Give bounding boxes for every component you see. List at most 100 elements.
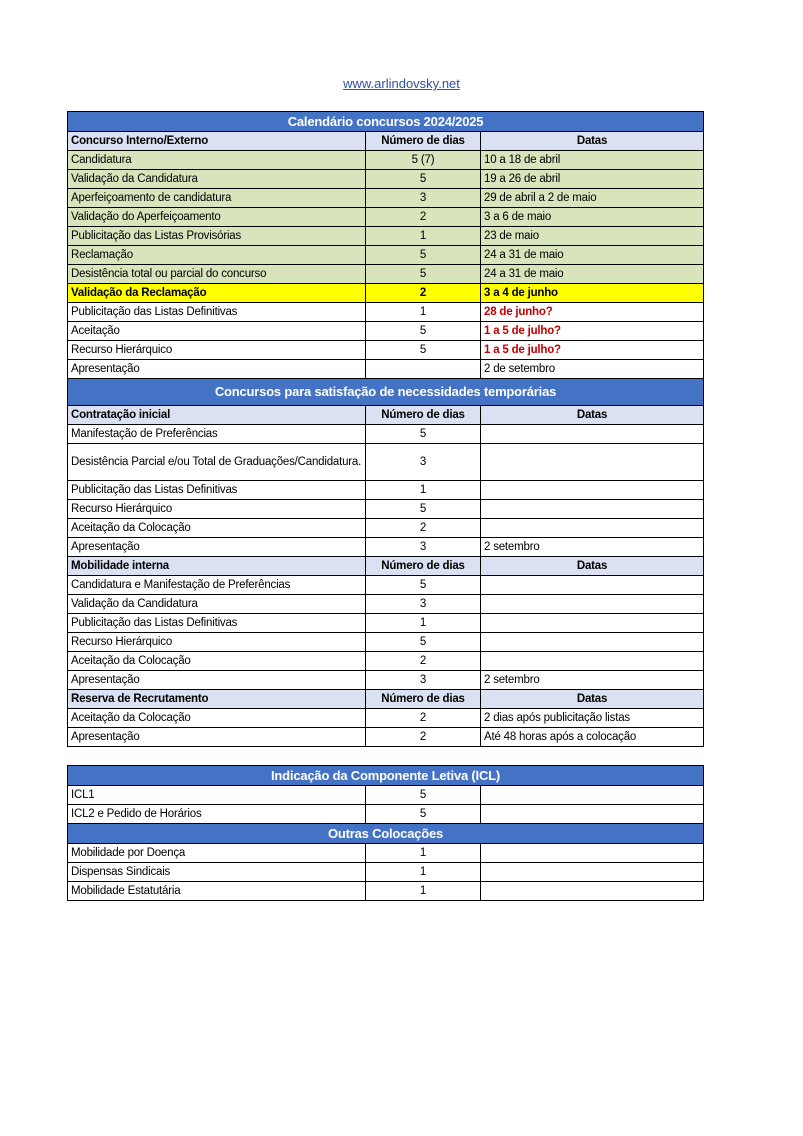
step-cell: Publicitação das Listas Provisórias (67, 226, 366, 246)
step-cell: Desistência total ou parcial do concurso (67, 264, 366, 284)
dates-cell (479, 632, 705, 652)
table-row: Publicitação das Listas Definitivas 1 (67, 613, 705, 633)
step-cell: Recurso Hierárquico (67, 340, 366, 360)
table-row: Aceitação da Colocação 2 (67, 651, 705, 671)
step-cell: Aceitação da Colocação (67, 708, 366, 728)
table-row: Apresentação 3 2 setembro (67, 670, 705, 690)
table-row: Apresentação 2 Até 48 horas após a colocaç… (67, 727, 705, 747)
column-header: Número de dias (365, 131, 481, 151)
days-cell: 5 (365, 264, 481, 284)
days-cell: 1 (365, 480, 481, 500)
days-cell: 5 (365, 499, 481, 519)
step-cell: Publicitação das Listas Definitivas (67, 480, 366, 500)
days-cell: 5 (365, 424, 481, 444)
table-row: Publicitação das Listas Definitivas 1 (67, 480, 705, 500)
table-row: Manifestação de Preferências 5 (67, 424, 705, 444)
dates-cell: 3 a 6 de maio (479, 207, 705, 227)
table-row: Publicitação das Listas Definitivas 1 28 d… (67, 302, 705, 322)
step-cell: Candidatura e Manifestação de Preferênci… (67, 575, 366, 595)
table-row: Aceitação da Colocação 2 (67, 518, 705, 538)
section-title-row: Calendário concursos 2024/2025 (66, 111, 705, 132)
table-header-row: Reserva de Recrutamento Número de dias Dat… (67, 689, 705, 709)
table-row: Validação do Aperfeiçoamento 2 3 a 6 de ma… (67, 207, 705, 227)
dates-cell: 19 a 26 de abril (479, 169, 705, 189)
column-header: Concurso Interno/Externo (67, 131, 366, 151)
step-cell: Aperfeiçoamento de candidatura (67, 188, 366, 208)
table-row: Candidatura 5 (7) 10 a 18 de abril (67, 150, 705, 170)
step-cell: Aceitação (67, 321, 366, 341)
dates-cell: 1 a 5 de julho? (479, 321, 705, 341)
step-cell: Apresentação (67, 537, 366, 557)
days-cell: 2 (365, 727, 481, 747)
dates-cell: 28 de junho? (479, 302, 705, 322)
dates-cell: 24 a 31 de maio (479, 245, 705, 265)
days-cell: 1 (365, 881, 481, 901)
dates-cell (479, 862, 705, 882)
section-title: Indicação da Componente Letiva (ICL) (66, 765, 705, 786)
table-row: Desistência Parcial e/ou Total de Gradua… (67, 443, 705, 481)
dates-cell: 2 dias após publicitação listas (479, 708, 705, 728)
table-row: Apresentação 2 de setembro (67, 359, 705, 379)
step-cell: Reclamação (67, 245, 366, 265)
table-row: Publicitação das Listas Provisórias 1 23 d… (67, 226, 705, 246)
days-cell: 1 (365, 302, 481, 322)
step-cell: ICL1 (67, 785, 366, 805)
column-header: Número de dias (365, 689, 481, 709)
table-row: Apresentação 3 2 setembro (67, 537, 705, 557)
column-header: Contratação inicial (67, 405, 366, 425)
section-title: Concursos para satisfação de necessidade… (66, 378, 705, 406)
days-cell: 5 (365, 804, 481, 824)
dates-cell: 2 de setembro (479, 359, 705, 379)
step-cell: Publicitação das Listas Definitivas (67, 302, 366, 322)
days-cell: 5 (365, 169, 481, 189)
days-cell: 2 (365, 518, 481, 538)
step-cell: ICL2 e Pedido de Horários (67, 804, 366, 824)
table-row: Aceitação da Colocação 2 2 dias após publi… (67, 708, 705, 728)
dates-cell (479, 843, 705, 863)
dates-cell (479, 424, 705, 444)
step-cell: Validação da Candidatura (67, 169, 366, 189)
table-row: ICL1 5 (67, 785, 705, 805)
days-cell: 2 (365, 207, 481, 227)
table-row: Recurso Hierárquico 5 1 a 5 de julho? (67, 340, 705, 360)
dates-cell (479, 499, 705, 519)
days-cell: 3 (365, 594, 481, 614)
calendar-table: Calendário concursos 2024/2025 Concurso I… (66, 111, 705, 747)
step-cell: Validação da Reclamação (67, 283, 366, 303)
table-row: Validação da Candidatura 3 (67, 594, 705, 614)
days-cell: 5 (365, 245, 481, 265)
section-title: Outras Colocações (66, 823, 705, 844)
step-cell: Validação da Candidatura (67, 594, 366, 614)
days-cell: 5 (365, 632, 481, 652)
days-cell: 1 (365, 226, 481, 246)
column-header: Mobilidade interna (67, 556, 366, 576)
section-title-row: Indicação da Componente Letiva (ICL) (66, 765, 705, 786)
dates-cell (479, 480, 705, 500)
website-link[interactable]: www.arlindovsky.net (343, 76, 460, 91)
dates-cell: 29 de abril a 2 de maio (479, 188, 705, 208)
table-row: Mobilidade Estatutária 1 (67, 881, 705, 901)
table-row: ICL2 e Pedido de Horários 5 (67, 804, 705, 824)
dates-cell: 1 a 5 de julho? (479, 340, 705, 360)
step-cell: Dispensas Sindicais (67, 862, 366, 882)
table-row: Candidatura e Manifestação de Preferênci… (67, 575, 705, 595)
section-title-row: Outras Colocações (66, 823, 705, 844)
days-cell: 3 (365, 188, 481, 208)
dates-cell: 3 a 4 de junho (479, 283, 705, 303)
table-row: Mobilidade por Doença 1 (67, 843, 705, 863)
step-cell: Validação do Aperfeiçoamento (67, 207, 366, 227)
days-cell: 2 (365, 283, 481, 303)
table-row: Aceitação 5 1 a 5 de julho? (67, 321, 705, 341)
column-header: Datas (479, 689, 705, 709)
dates-cell (479, 443, 705, 481)
dates-cell (479, 651, 705, 671)
dates-cell: Até 48 horas após a colocação (479, 727, 705, 747)
days-cell: 3 (365, 537, 481, 557)
step-cell: Apresentação (67, 727, 366, 747)
days-cell: 2 (365, 651, 481, 671)
section-title-row: Concursos para satisfação de necessidade… (66, 378, 705, 406)
dates-cell (479, 594, 705, 614)
days-cell: 1 (365, 862, 481, 882)
step-cell: Apresentação (67, 670, 366, 690)
step-cell: Recurso Hierárquico (67, 499, 366, 519)
